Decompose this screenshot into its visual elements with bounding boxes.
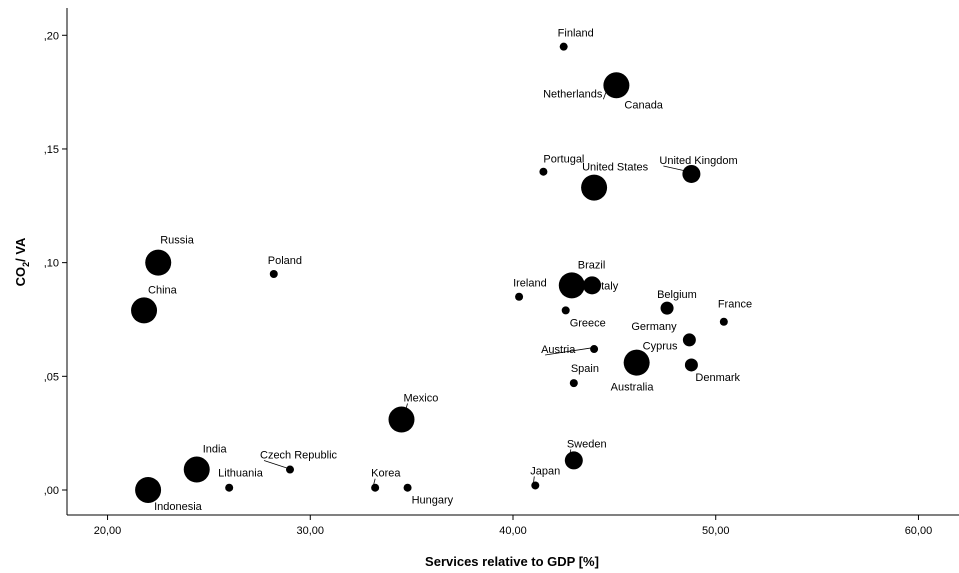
axes xyxy=(66,8,959,516)
point-belgium xyxy=(660,301,674,315)
point-hungary xyxy=(403,483,412,492)
label-united-states: United States xyxy=(582,162,649,174)
y-tick-label: ,00 xyxy=(44,485,59,497)
label-canada: Canada xyxy=(624,99,663,111)
point-italy xyxy=(583,276,602,295)
point-finland xyxy=(559,42,568,51)
point-czech-republic xyxy=(286,465,294,474)
label-korea: Korea xyxy=(371,468,401,480)
point-germany xyxy=(682,333,696,347)
x-axis-title: Services relative to GDP [%] xyxy=(425,554,599,569)
x-ticks: 20,00 30,00 40,00 50,00 60,00 xyxy=(94,515,932,537)
leader-united-kingdom xyxy=(663,165,687,172)
label-greece: Greece xyxy=(570,317,606,329)
label-indonesia: Indonesia xyxy=(154,501,203,513)
point-china xyxy=(131,297,158,324)
point-united-kingdom xyxy=(682,164,701,183)
point-poland xyxy=(269,270,278,279)
label-poland: Poland xyxy=(268,255,302,267)
y-axis-title-tail: / VA xyxy=(13,237,28,262)
point-sweden xyxy=(564,451,583,470)
point-france xyxy=(719,317,728,326)
y-axis-title-sub: 2 xyxy=(21,262,31,267)
point-portugal xyxy=(539,167,548,176)
leader-lines xyxy=(263,81,687,487)
data-points xyxy=(131,42,728,503)
point-ireland xyxy=(515,292,524,301)
y-tick-label: ,10 xyxy=(44,258,59,270)
point-india xyxy=(183,456,210,483)
label-united-kingdom: United Kingdom xyxy=(659,155,737,167)
x-tick-label: 20,00 xyxy=(94,525,122,537)
point-greece xyxy=(561,306,570,315)
x-tick-label: 60,00 xyxy=(905,525,933,537)
svg-text:CO2/ VA: CO2/ VA xyxy=(13,237,31,286)
x-tick-label: 30,00 xyxy=(297,525,325,537)
label-russia: Russia xyxy=(160,235,195,247)
label-czech-republic: Czech Republic xyxy=(260,450,338,462)
y-axis-title: CO2/ VA xyxy=(13,237,31,286)
label-belgium: Belgium xyxy=(657,289,697,301)
point-japan xyxy=(531,481,540,490)
label-australia: Australia xyxy=(611,382,655,394)
y-tick-label: ,15 xyxy=(44,144,59,156)
x-tick-label: 40,00 xyxy=(499,525,527,537)
y-axis-title-main: CO xyxy=(13,267,28,287)
label-netherlands: Netherlands xyxy=(543,88,603,100)
point-brazil xyxy=(558,272,585,299)
point-denmark xyxy=(684,358,698,372)
label-china: China xyxy=(148,284,178,296)
label-ireland: Ireland xyxy=(513,278,547,290)
point-russia xyxy=(145,249,172,276)
label-spain: Spain xyxy=(571,363,599,375)
point-cyprus xyxy=(623,349,650,376)
label-denmark: Denmark xyxy=(695,372,740,384)
label-finland: Finland xyxy=(558,28,594,40)
label-austria: Austria xyxy=(541,344,576,356)
leader-czech-republic xyxy=(263,460,289,469)
y-tick-label: ,20 xyxy=(44,30,59,42)
point-united-states xyxy=(581,174,608,201)
label-brazil: Brazil xyxy=(578,259,606,271)
label-portugal: Portugal xyxy=(543,154,584,166)
point-mexico xyxy=(388,406,415,433)
point-indonesia xyxy=(135,476,162,503)
label-lithuania: Lithuania xyxy=(218,468,264,480)
label-italy: Italy xyxy=(598,280,619,292)
point-spain xyxy=(569,379,578,388)
label-hungary: Hungary xyxy=(412,495,454,507)
y-ticks: ,00 ,05 ,10 ,15 ,20 xyxy=(44,30,67,497)
label-germany: Germany xyxy=(631,321,677,333)
point-korea xyxy=(371,483,380,492)
point-lithuania xyxy=(225,483,234,492)
point-netherlands xyxy=(603,72,630,99)
label-sweden: Sweden xyxy=(567,438,607,450)
label-japan: Japan xyxy=(530,465,560,477)
leader-austria xyxy=(545,347,593,356)
x-tick-label: 50,00 xyxy=(702,525,730,537)
point-austria xyxy=(590,345,599,354)
label-france: France xyxy=(718,299,752,311)
label-india: India xyxy=(203,444,228,456)
label-cyprus: Cyprus xyxy=(643,341,678,353)
y-tick-label: ,05 xyxy=(44,371,59,383)
label-mexico: Mexico xyxy=(404,393,439,405)
